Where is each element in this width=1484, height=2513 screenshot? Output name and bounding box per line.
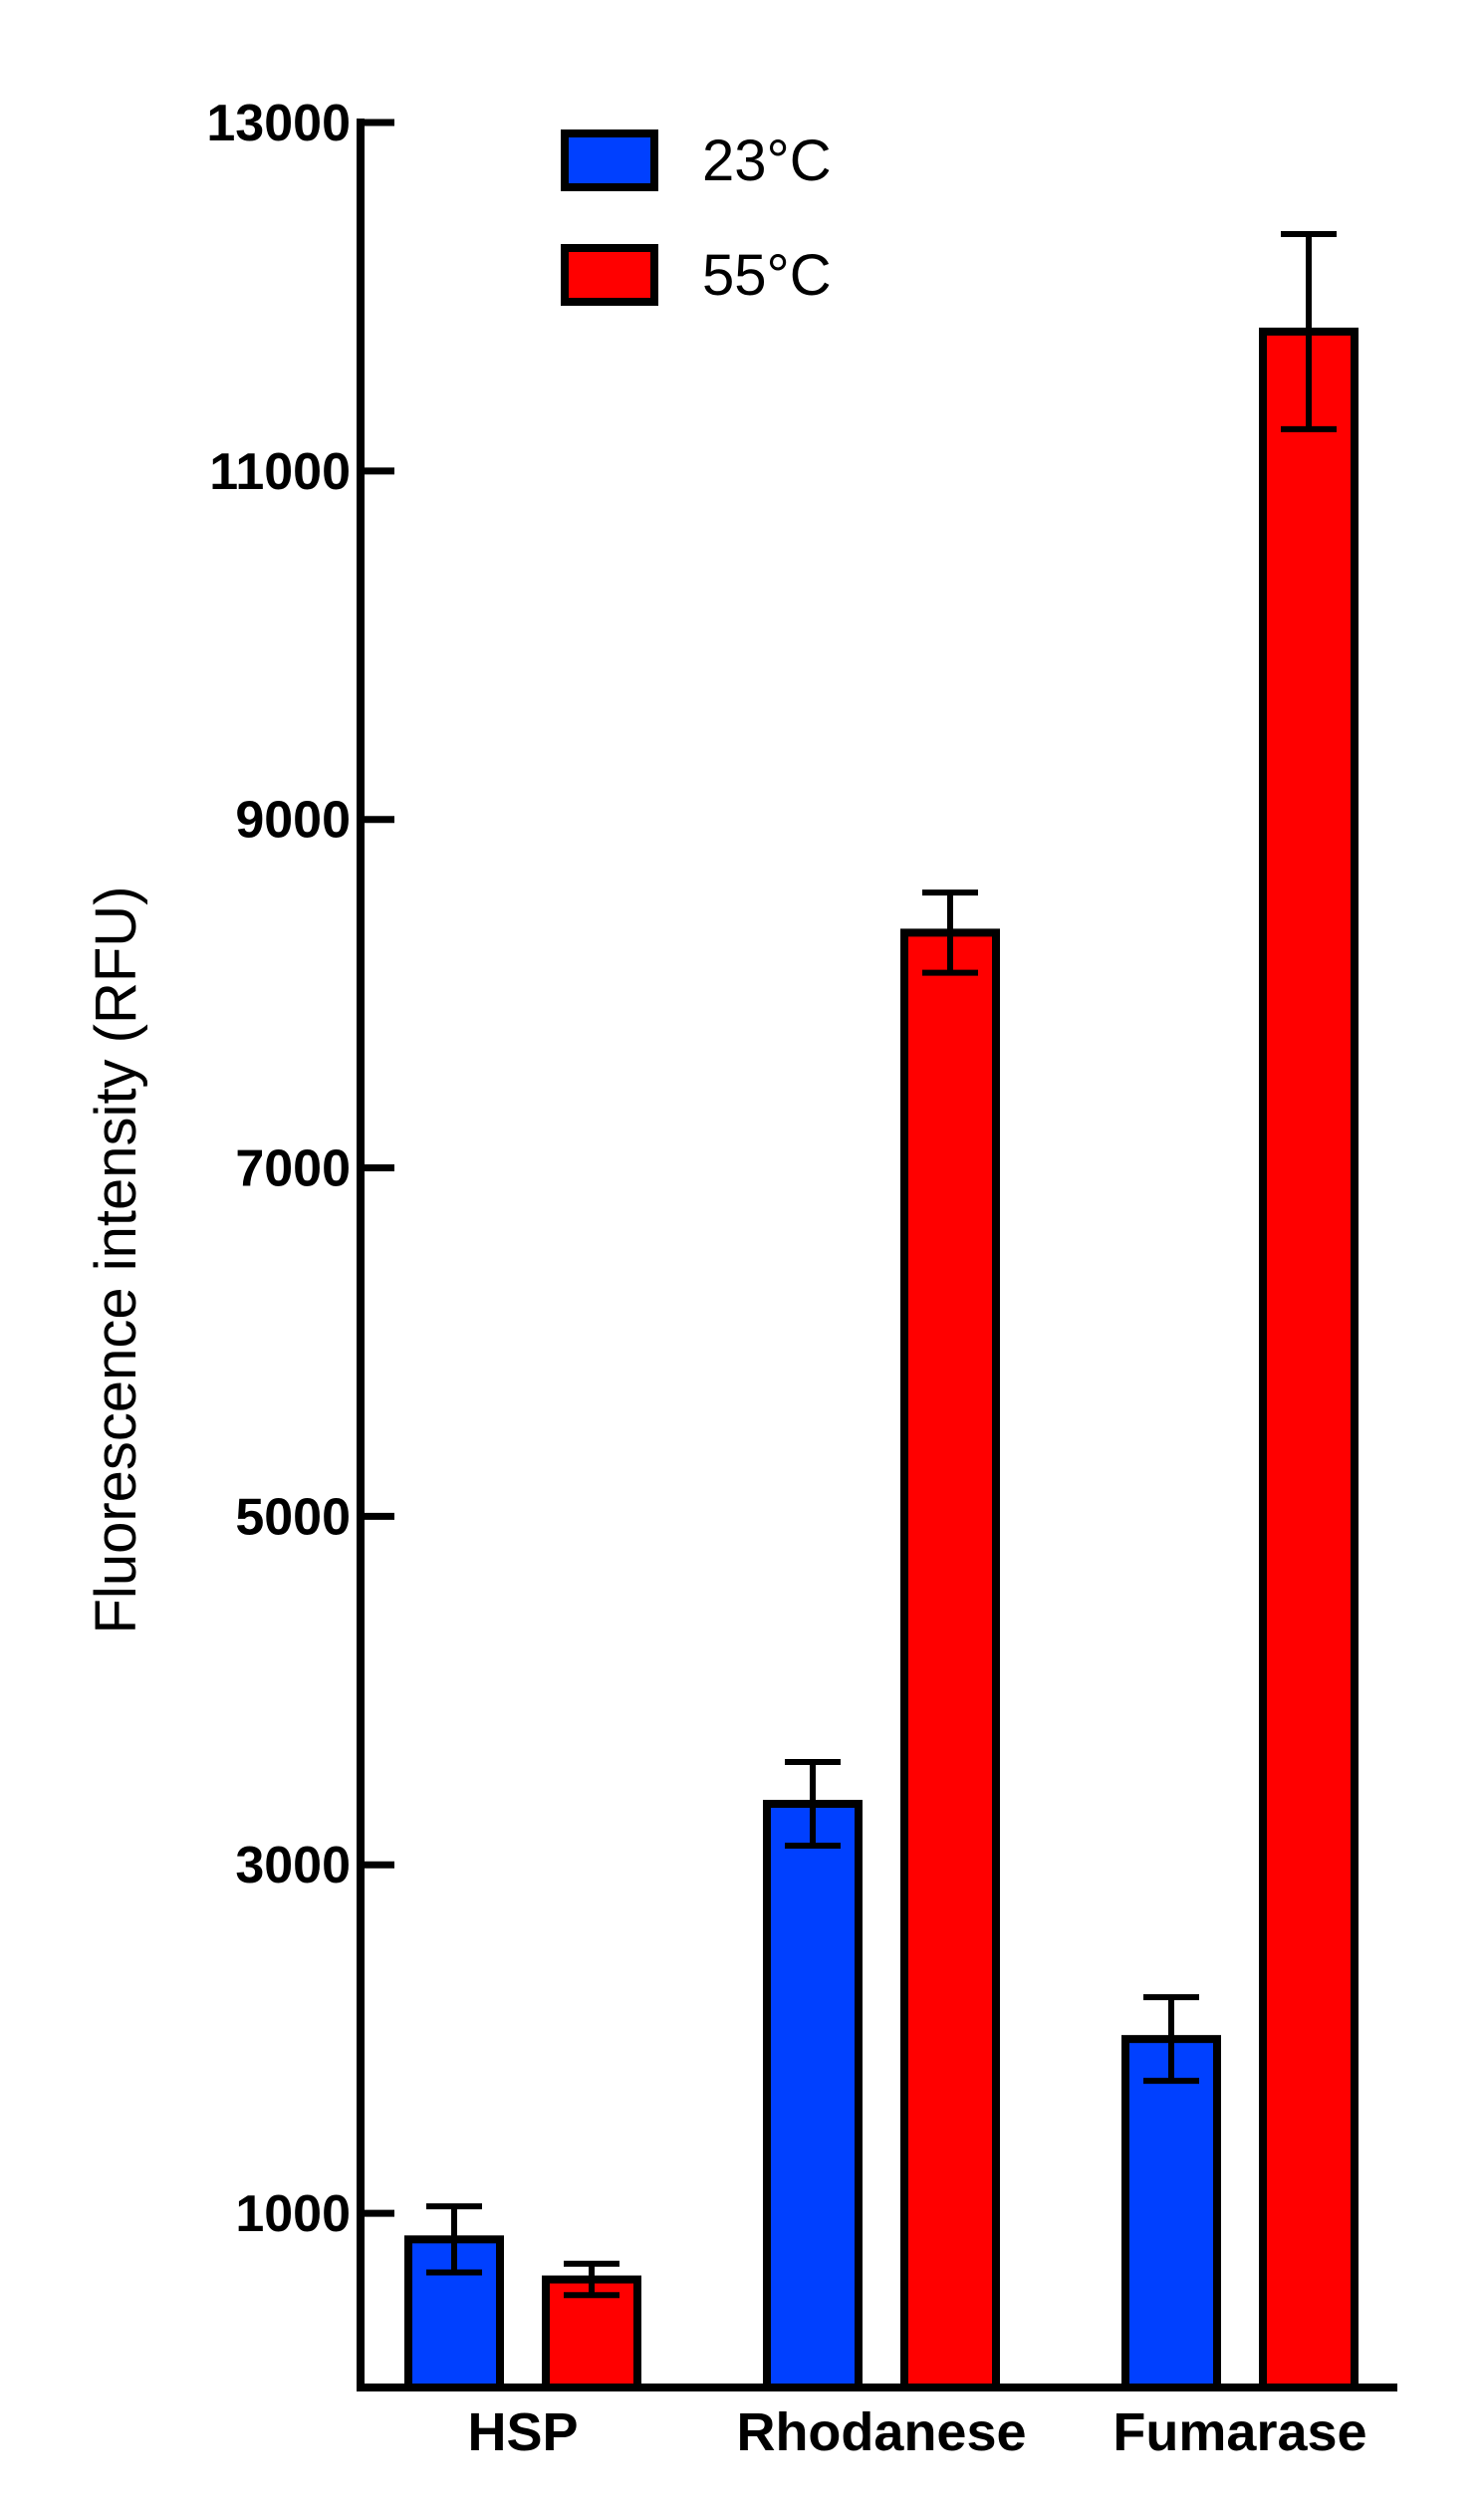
y-tick-label: 7000: [235, 1140, 351, 1198]
y-axis: 1000 3000 5000 7000 9000 11000 13000: [206, 95, 394, 2391]
legend-swatch: [561, 244, 658, 306]
bar-fumarase-series1: [1121, 2035, 1221, 2391]
bar-rhodanese-series1: [763, 1800, 863, 2391]
y-axis-label: Fluorescence intensity (RFU): [84, 886, 148, 1634]
y-tick-label: 13000: [206, 95, 351, 152]
category-labels: HSP Rhodanese Fumarase: [467, 2402, 1366, 2462]
legend-label: 23°C: [702, 128, 832, 193]
bar-rhodanese-series2: [900, 928, 1000, 2391]
legend-swatch: [561, 129, 658, 191]
category-label: HSP: [467, 2402, 578, 2462]
y-tick-label: 3000: [235, 1837, 351, 1894]
category-label: Fumarase: [1113, 2402, 1366, 2462]
y-tick-label: 9000: [235, 792, 351, 850]
y-tick-label: 5000: [235, 1488, 351, 1546]
error-bars-group: [426, 230, 1337, 2299]
y-tick-label: 1000: [235, 2185, 351, 2243]
bar-fumarase-series2: [1259, 327, 1359, 2391]
y-tick-label: 11000: [209, 443, 351, 501]
category-label: Rhodanese: [736, 2402, 1026, 2462]
bars-group: [404, 327, 1359, 2392]
legend: 23°C 55°C: [561, 128, 832, 308]
legend-label: 55°C: [702, 243, 832, 308]
